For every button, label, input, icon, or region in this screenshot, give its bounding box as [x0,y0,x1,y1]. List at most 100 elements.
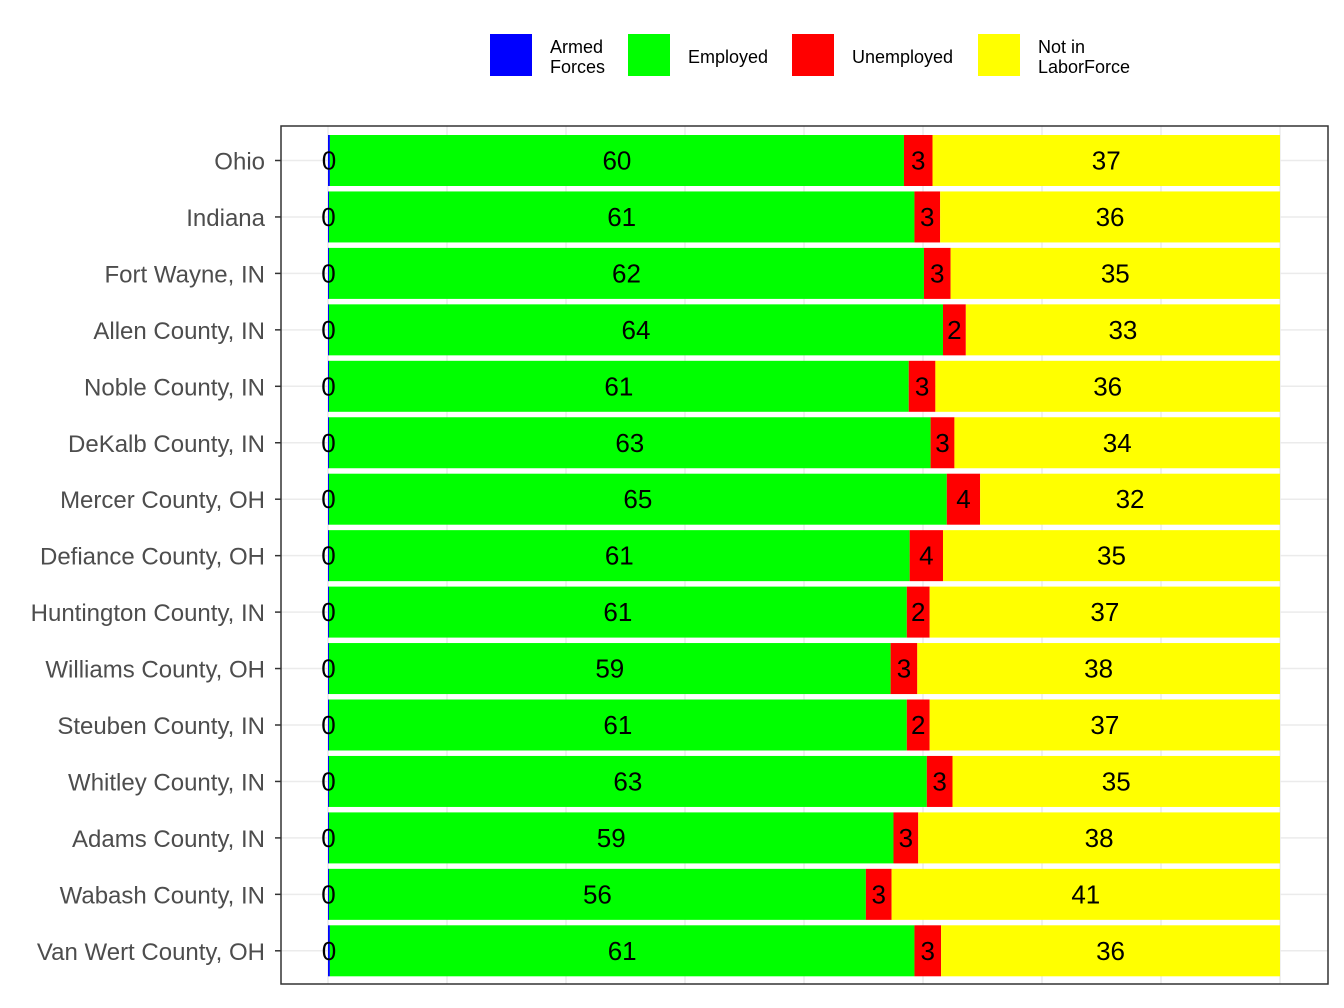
bar-employed [328,247,924,299]
bar-armed-forces [328,360,329,412]
data-label-not-in-laborforce: 38 [1084,654,1113,684]
bar-armed-forces [328,304,329,356]
y-tick-label: DeKalb County, IN [68,431,265,458]
bar-not-in-laborforce [941,925,1280,977]
y-tick-label: Adams County, IN [72,826,265,853]
bar-armed-forces [328,473,329,525]
data-label-armed-forces: 0 [321,428,335,458]
y-tick-label: Indiana [186,205,265,232]
y-tick-label: Mercer County, OH [60,487,265,514]
y-axis: Ohio Indiana Fort Wayne, IN Allen County, I… [31,149,281,966]
data-label-armed-forces: 0 [322,936,336,966]
data-label-unemployed: 3 [921,936,935,966]
bar-armed-forces [328,191,329,243]
bar-not-in-laborforce [980,473,1280,525]
data-label-not-in-laborforce: 35 [1097,541,1126,571]
legend-key-unemployed [792,34,834,76]
data-label-armed-forces: 0 [321,315,335,345]
data-label-unemployed: 3 [920,202,934,232]
bar-armed-forces [328,586,329,638]
data-label-employed: 61 [603,597,632,627]
data-label-not-in-laborforce: 35 [1102,766,1131,796]
data-label-employed: 64 [622,315,651,345]
bar-not-in-laborforce [935,360,1280,412]
legend-key-not-in-laborforce [978,34,1020,76]
data-label-unemployed: 3 [899,823,913,853]
bar-employed [328,868,866,920]
data-label-employed: 61 [603,710,632,740]
bar-not-in-laborforce [891,868,1280,920]
y-tick-label: Noble County, IN [84,374,265,401]
data-label-not-in-laborforce: 38 [1085,823,1114,853]
data-label-employed: 56 [583,879,612,909]
data-label-unemployed: 2 [947,315,961,345]
bar-not-in-laborforce [918,812,1280,864]
data-label-unemployed: 3 [915,371,929,401]
bar-unemployed [903,135,933,186]
bar-unemployed [923,247,951,299]
data-label-employed: 59 [597,823,626,853]
legend-label-armed-forces: Armed [550,37,603,57]
data-label-employed: 63 [613,766,642,796]
bar-unemployed [865,868,892,920]
data-label-unemployed: 3 [871,879,885,909]
bar-armed-forces [328,699,329,751]
bar-unemployed [906,699,930,751]
bar-unemployed [906,586,930,638]
bar-armed-forces [328,868,329,920]
legend-key-employed [628,34,670,76]
data-label-not-in-laborforce: 34 [1103,428,1132,458]
data-label-not-in-laborforce: 37 [1090,597,1119,627]
y-tick-label: Allen County, IN [93,318,265,345]
data-label-unemployed: 3 [935,428,949,458]
bar-employed [328,360,909,412]
bar-not-in-laborforce [952,755,1280,807]
legend-label-employed: Employed [688,47,768,67]
y-tick-label: Huntington County, IN [31,600,265,627]
y-tick-label: Steuben County, IN [57,713,265,740]
data-label-employed: 60 [602,146,631,176]
bar-not-in-laborforce [950,247,1280,299]
data-label-employed: 65 [623,484,652,514]
y-tick-label: Wabash County, IN [60,882,265,909]
bar-armed-forces [328,417,329,469]
data-label-armed-forces: 0 [321,202,335,232]
data-label-not-in-laborforce: 33 [1108,315,1137,345]
data-label-employed: 62 [612,258,641,288]
y-tick-label: Ohio [214,149,265,176]
bar-unemployed [909,530,943,582]
data-labels: 0 60 3 370 61 3 360 62 3 350 64 2 330 61 3 360 63 3 340 65 4… [321,146,1144,966]
data-label-armed-forces: 0 [321,484,335,514]
data-label-not-in-laborforce: 41 [1071,879,1100,909]
legend-label-unemployed: Unemployed [852,47,953,67]
bar-employed [328,191,915,243]
bar-employed [329,135,904,186]
y-tick-label: Fort Wayne, IN [105,261,265,288]
bar-employed [328,530,910,582]
bar-not-in-laborforce [940,191,1280,243]
bar-unemployed [942,304,966,356]
bar-not-in-laborforce [942,530,1280,582]
data-label-employed: 63 [615,428,644,458]
bar-not-in-laborforce [917,643,1280,695]
plot-panel-border [280,125,1329,985]
data-label-employed: 61 [605,541,634,571]
y-tick-label: Whitley County, IN [68,769,265,796]
bar-unemployed [890,643,918,695]
bar-not-in-laborforce [965,304,1280,356]
data-label-not-in-laborforce: 36 [1093,371,1122,401]
data-label-unemployed: 4 [919,541,933,571]
data-label-unemployed: 3 [930,258,944,288]
data-label-armed-forces: 0 [321,541,335,571]
bar-unemployed [908,360,936,412]
data-label-armed-forces: 0 [321,654,335,684]
bar-unemployed [893,812,919,864]
bar-armed-forces [328,643,329,695]
bar-employed [328,643,891,695]
data-label-unemployed: 3 [897,654,911,684]
bar-armed-forces [328,812,329,864]
bar-employed [329,925,915,977]
y-tick-label: Williams County, OH [45,657,265,684]
bar-armed-forces [328,925,330,977]
